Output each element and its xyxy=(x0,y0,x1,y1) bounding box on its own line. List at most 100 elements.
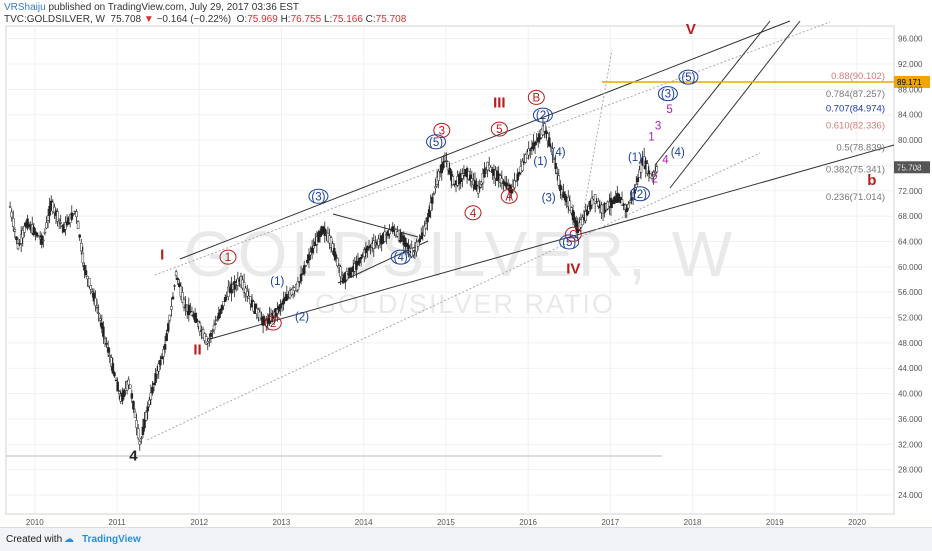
candle-body xyxy=(111,363,115,374)
open-value: 75.969 xyxy=(247,14,278,25)
candle-body xyxy=(359,257,363,260)
candle-body xyxy=(159,360,162,366)
candle-body xyxy=(178,283,181,287)
wave-label-circle xyxy=(657,86,678,102)
candle-body xyxy=(206,341,210,344)
open-label: O: xyxy=(236,14,248,25)
candle-body xyxy=(514,180,518,182)
candle-body xyxy=(468,174,472,181)
close-value: 75.708 xyxy=(375,14,407,25)
candle-body xyxy=(32,226,36,235)
fib-level-label: 0.88(90.102) xyxy=(831,71,885,82)
candle-body xyxy=(19,234,23,244)
candle-body xyxy=(544,130,548,135)
symbol-label: TVC:GOLDSILVER, W xyxy=(4,14,105,25)
candle-body xyxy=(388,229,391,235)
candle-body xyxy=(94,297,97,306)
wave-label: (2) xyxy=(536,110,550,122)
candle-body xyxy=(399,232,402,243)
candle-body xyxy=(129,384,132,389)
candle-body xyxy=(132,401,135,410)
candle-body xyxy=(426,217,429,223)
fib-level-label: 0.5(78.839) xyxy=(836,142,885,153)
candle-body xyxy=(51,201,55,212)
publish-line: VRShaiju published on TradingView.com, J… xyxy=(4,2,299,13)
candle-body xyxy=(110,357,113,367)
candle-body xyxy=(483,168,486,178)
wave-label: 2 xyxy=(270,318,276,330)
wave-label: (4) xyxy=(671,147,685,159)
candle-body xyxy=(103,336,107,339)
author-link[interactable]: VRShaiju xyxy=(4,2,46,13)
candle-body xyxy=(279,304,282,309)
candle-body xyxy=(72,213,75,215)
candle-body xyxy=(476,186,480,194)
watermark-sub: GOLD/SILVER RATIO xyxy=(315,289,615,319)
tradingview-logo-link[interactable]: TradingView xyxy=(82,534,141,545)
candle-body xyxy=(149,392,153,400)
candle-body xyxy=(307,254,311,261)
candle-body xyxy=(144,411,148,421)
x-tick-label: 2018 xyxy=(684,518,702,527)
x-tick-label: 2020 xyxy=(848,518,866,527)
candle-body xyxy=(296,281,300,291)
fib-level-label: 0.382(75.341) xyxy=(826,165,885,176)
wave-label: (4) xyxy=(394,252,408,264)
published-text: published on TradingView.com, July 29, 2… xyxy=(48,2,300,13)
wave-label-circle xyxy=(390,249,411,265)
candle-body xyxy=(404,238,407,247)
candle-body xyxy=(76,221,80,229)
y-tick-label: 96.000 xyxy=(898,35,923,44)
wave-label: 4 xyxy=(129,447,138,464)
wave-label-circle xyxy=(678,69,699,85)
candle-body xyxy=(171,296,175,300)
wave-label: (1) xyxy=(270,276,284,288)
candle-body xyxy=(628,202,632,204)
candle-body xyxy=(75,211,78,218)
wave-label: (2) xyxy=(633,189,647,201)
wave-label: (3) xyxy=(311,191,325,203)
candle-body xyxy=(160,356,164,360)
change-value: −0.164 (−0.22%) xyxy=(156,14,232,25)
candle-body xyxy=(652,171,655,177)
candle-body xyxy=(122,389,126,397)
candle-body xyxy=(377,238,380,246)
candle-body xyxy=(214,323,217,325)
candle-body xyxy=(37,235,40,238)
candle-body xyxy=(174,271,178,276)
candle-body xyxy=(98,318,102,321)
candle-body xyxy=(182,299,186,308)
candle-body xyxy=(135,420,138,428)
candle-body xyxy=(416,241,420,247)
candle-body xyxy=(100,322,104,329)
wave-label: (3) xyxy=(661,89,675,101)
last-price-label: 75.708 xyxy=(897,163,922,172)
high-value: 76.755 xyxy=(290,14,322,25)
candle-body xyxy=(552,158,556,160)
candle-body xyxy=(80,242,83,252)
wave-label-circle xyxy=(500,188,518,204)
candle-body xyxy=(331,243,334,252)
y-tick-label: 84.000 xyxy=(898,111,923,120)
candle-body xyxy=(312,245,315,249)
candle-body xyxy=(173,285,176,287)
candle-body xyxy=(102,326,105,337)
wave-label: 1 xyxy=(225,252,231,264)
candle-body xyxy=(555,172,559,175)
candle-body xyxy=(348,267,352,277)
wave-label: 3 xyxy=(439,125,445,137)
candle-body xyxy=(244,287,247,294)
candle-body xyxy=(285,294,289,301)
wave-label-circle xyxy=(559,234,580,250)
candle-body xyxy=(140,437,143,440)
low-label: L: xyxy=(323,14,333,25)
candle-body xyxy=(258,311,262,321)
candle-body xyxy=(549,146,553,148)
wave-label-circle xyxy=(464,205,482,221)
candle-body xyxy=(193,312,197,323)
candle-body xyxy=(18,243,21,245)
y-tick-label: 92.000 xyxy=(898,60,923,69)
candle-body xyxy=(419,235,423,239)
candle-body xyxy=(559,184,562,192)
